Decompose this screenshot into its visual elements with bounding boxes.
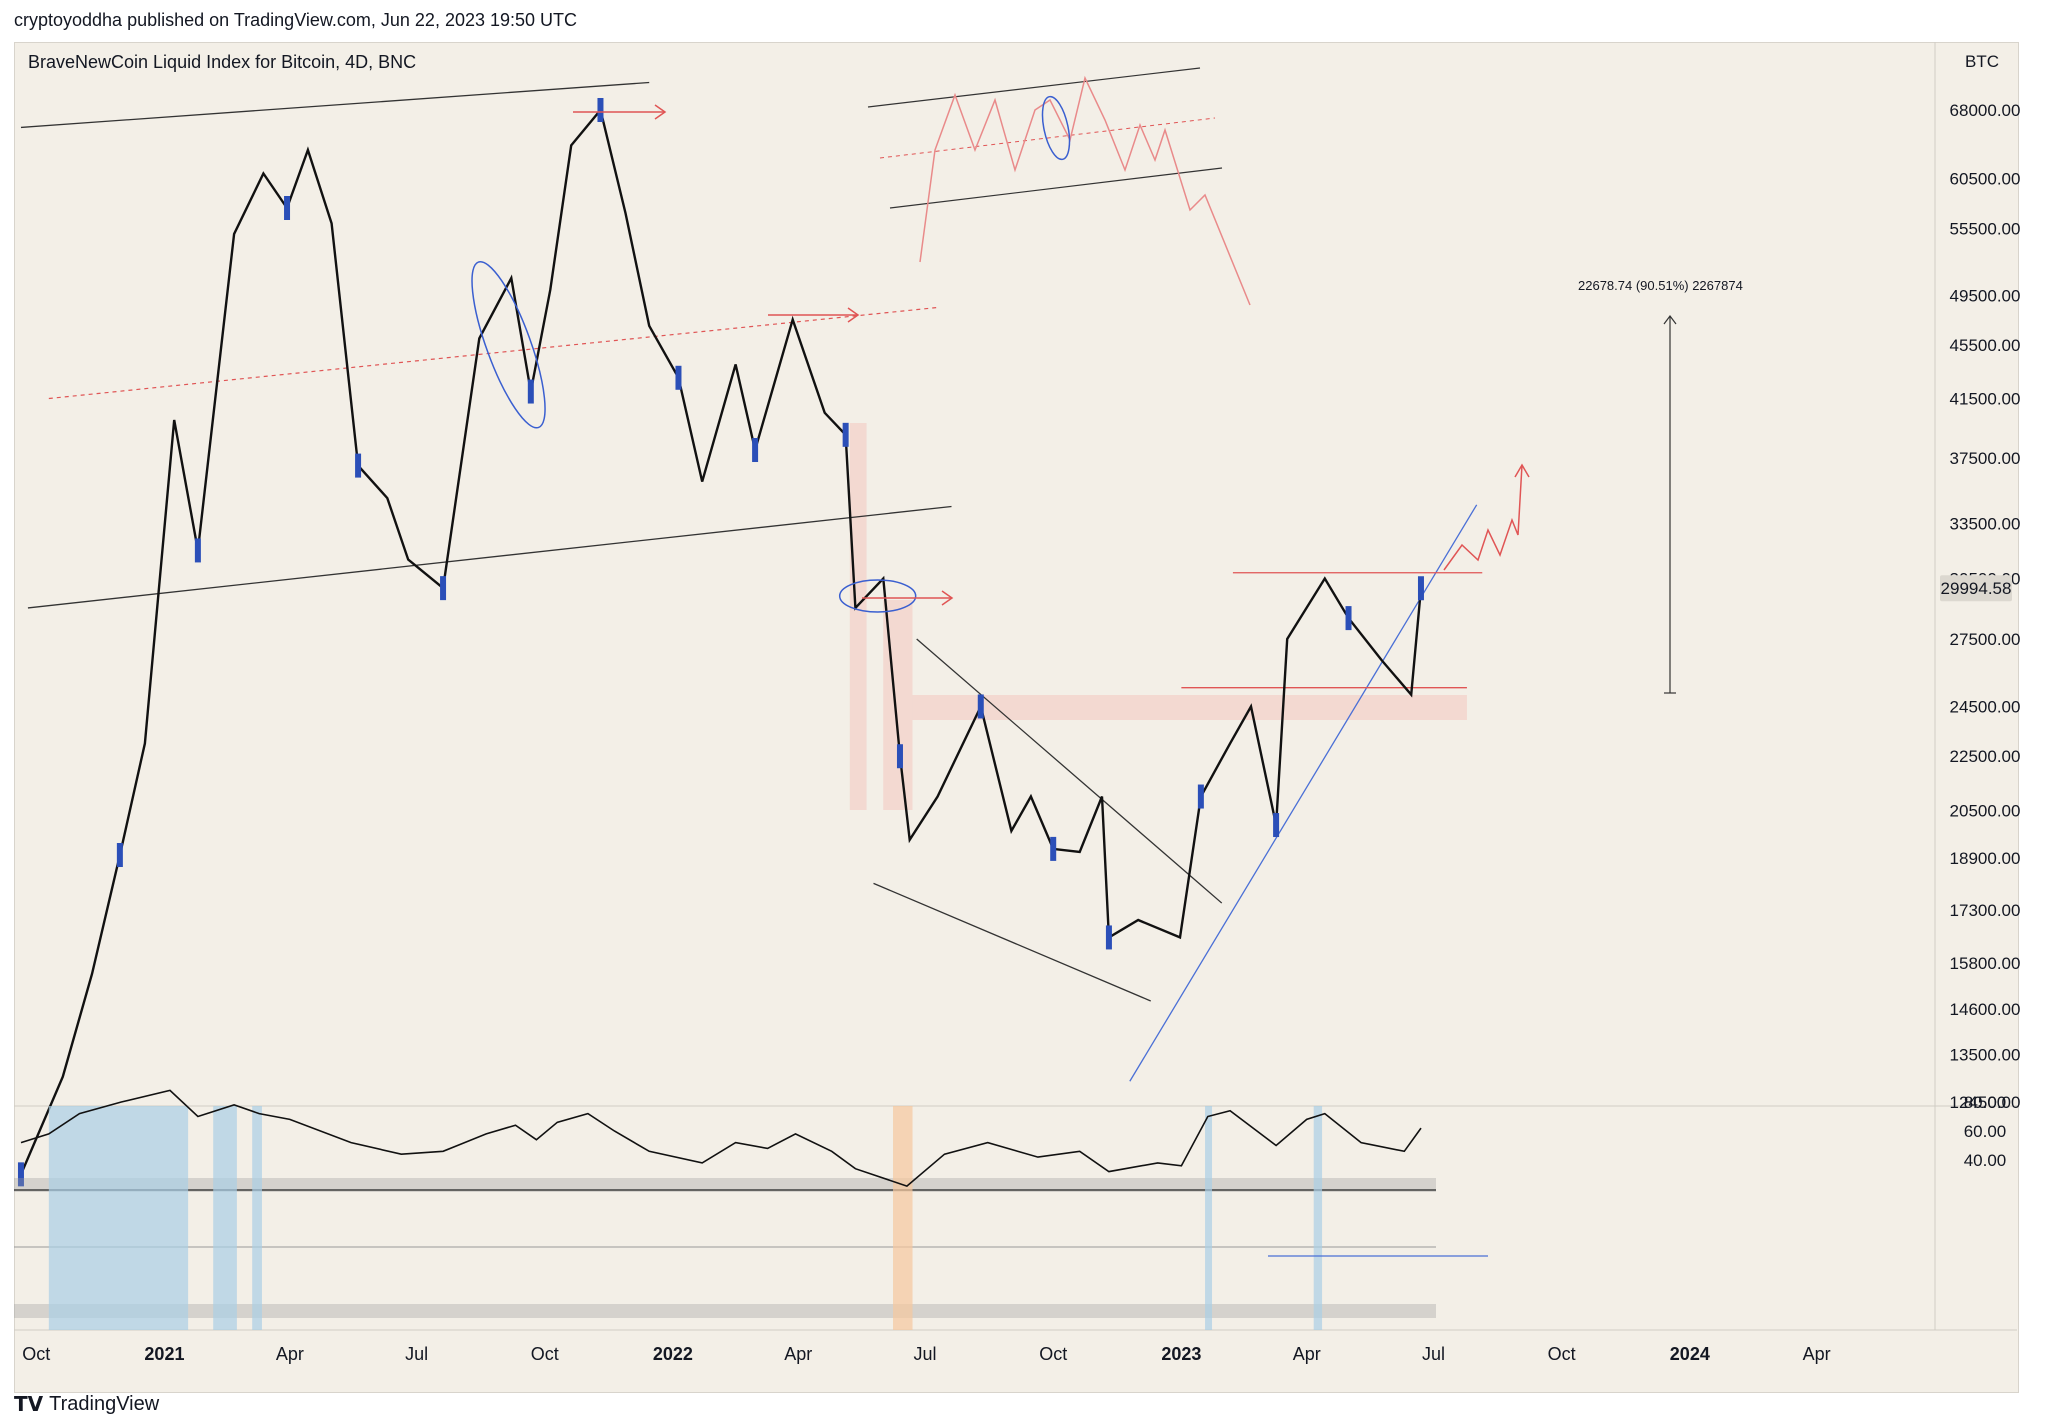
time-tick-label: Jul [914, 1344, 937, 1364]
footer: 𝗧𝗩 TradingView [14, 1392, 159, 1416]
price-tick-label: 13500.00 [1950, 1046, 2021, 1065]
time-tick-label: 2023 [1161, 1344, 1201, 1364]
time-tick-label: Oct [1039, 1344, 1067, 1364]
rsi-highlight [1313, 1106, 1323, 1330]
rsi-lower-band [14, 1304, 1436, 1318]
price-candle [977, 694, 984, 719]
time-tick-label: 2022 [653, 1344, 693, 1364]
last-price-label: 29994.58 [1941, 579, 2012, 598]
price-tick-label: 55500.00 [1950, 220, 2021, 239]
price-candle [17, 1162, 24, 1187]
footer-brand: TradingView [49, 1392, 160, 1415]
price-tick-label: 24500.00 [1950, 697, 2021, 716]
price-tick-label: 60500.00 [1950, 169, 2021, 188]
blue-ellipse [471, 260, 546, 429]
rsi-highlight [48, 1106, 189, 1330]
fractal-upper-line [867, 67, 1201, 108]
arrow-head-icon [847, 307, 860, 323]
price-tick-label: 49500.00 [1950, 287, 2021, 306]
channel-upper-line [20, 81, 650, 129]
price-tick-label: 41500.00 [1950, 390, 2021, 409]
blue-ellipse [1041, 95, 1071, 161]
price-candle [1345, 606, 1352, 631]
rsi-tick-label: 60.00 [1964, 1122, 2007, 1141]
rsi-highlight [213, 1106, 237, 1330]
price-candle [896, 744, 903, 769]
rsi-tick-label: 40.00 [1964, 1151, 2007, 1170]
price-candle [1105, 925, 1112, 950]
price-candle [842, 422, 849, 447]
measure-label: 22678.74 (90.51%) 2267874 [1578, 278, 1743, 293]
publisher-line: cryptoyoddha published on TradingView.co… [14, 10, 578, 30]
time-tick-label: Apr [1293, 1344, 1321, 1364]
fractal-lower-line [889, 167, 1223, 209]
price-tick-label: 33500.00 [1950, 515, 2021, 534]
price-candle [194, 538, 201, 563]
price-series [19, 107, 1423, 1175]
chart-title: BraveNewCoin Liquid Index for Bitcoin, 4… [28, 52, 417, 72]
price-tick-label: 20500.00 [1950, 802, 2021, 821]
last-price-badge [1940, 575, 2012, 602]
time-tick-label: Jul [1422, 1344, 1445, 1364]
price-candle [116, 843, 123, 868]
price-candle [355, 453, 362, 478]
time-tick-label: Oct [1548, 1344, 1576, 1364]
price-candle [597, 98, 604, 122]
time-tick-label: Apr [784, 1344, 812, 1364]
dashed-midline [48, 306, 938, 400]
price-tick-label: 45500.00 [1950, 336, 2021, 355]
projection-arrow-icon [1514, 463, 1530, 478]
time-tick-label: 2021 [144, 1344, 184, 1364]
blue-ellipse [838, 579, 917, 613]
rsi-tick-label: 80.00 [1964, 1093, 2007, 1112]
price-candle [752, 438, 759, 463]
rsi-highlight [252, 1106, 262, 1330]
fractal-midline [879, 117, 1216, 159]
time-tick-label: Oct [531, 1344, 559, 1364]
price-tick-label: 27500.00 [1950, 630, 2021, 649]
price-tick-label: 37500.00 [1950, 449, 2021, 468]
rsi-highlight [1205, 1106, 1213, 1330]
measure-arrow-icon [1663, 315, 1677, 325]
time-tick-label: Apr [276, 1344, 304, 1364]
time-tick-label: Jul [405, 1344, 428, 1364]
arrow-head-icon [941, 590, 954, 606]
price-tick-label: 18900.00 [1950, 849, 2021, 868]
price-candle [675, 365, 682, 390]
red-zone [849, 423, 867, 810]
channel-lower-line [27, 505, 952, 609]
price-candle [1417, 576, 1424, 601]
price-tick-label: 14600.00 [1950, 1000, 2021, 1019]
falling-wedge-lower-line [873, 882, 1151, 1002]
projection-path [1443, 464, 1523, 571]
time-tick-label: Oct [22, 1344, 50, 1364]
price-candle [1197, 784, 1204, 809]
time-tick-label: Apr [1803, 1344, 1831, 1364]
price-tick-label: 17300.00 [1950, 901, 2021, 920]
price-tick-label: 68000.00 [1950, 101, 2021, 120]
price-candle [440, 576, 447, 601]
price-tick-label: 15800.00 [1950, 954, 2021, 973]
rsi-highlight [893, 1106, 913, 1330]
price-candle [284, 195, 291, 220]
currency-label: BTC [1965, 52, 1999, 71]
ascending-trend-line [1129, 504, 1478, 1082]
rsi-upper-band [14, 1178, 1436, 1192]
price-candle [1273, 813, 1280, 838]
time-tick-label: 2024 [1670, 1344, 1710, 1364]
falling-wedge-upper-line [916, 638, 1223, 904]
price-tick-label: 22500.00 [1950, 747, 2021, 766]
arrow-head-icon [654, 104, 667, 120]
price-candle [1050, 836, 1057, 861]
price-candle [527, 379, 534, 404]
tradingview-logo-icon: 𝗧𝗩 [14, 1392, 44, 1416]
fractal-path [919, 75, 1251, 306]
price-tick-label: 12450.00 [1950, 1093, 2021, 1112]
rsi-series [20, 1089, 1422, 1188]
